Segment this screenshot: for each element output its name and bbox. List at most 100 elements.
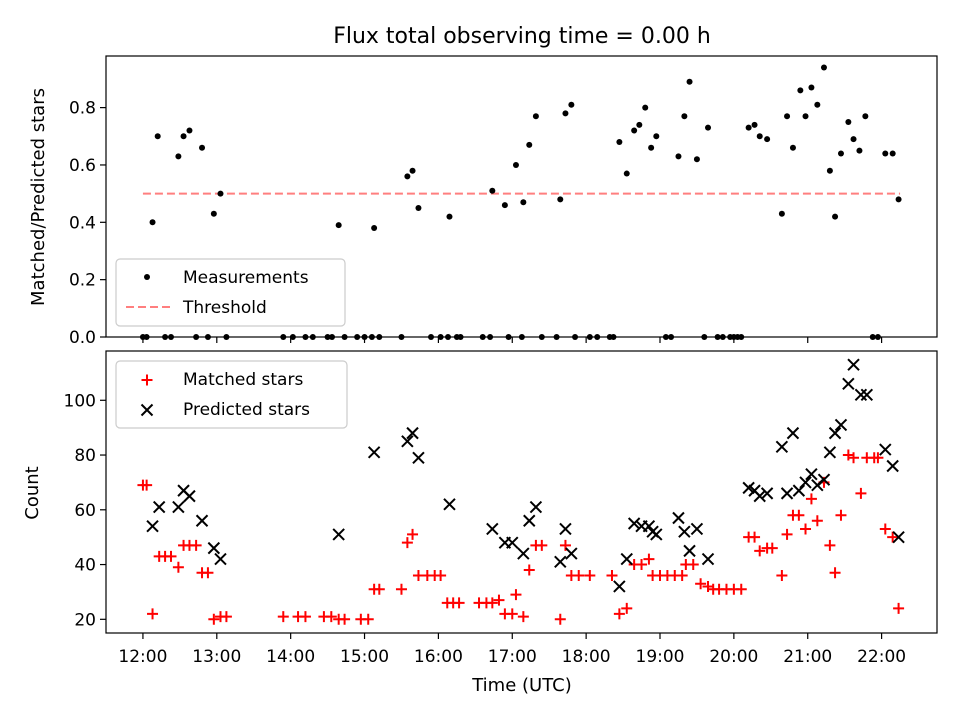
top-y-tick-label: 0.4 [69,213,96,233]
matched-star-point [805,493,817,505]
matched-star-point [165,550,177,562]
measurement-point [719,334,726,340]
legend-threshold-label: Threshold [182,298,267,318]
measurement-point [562,110,569,117]
bottom-y-tick-label: 60 [74,501,96,521]
matched-star-point [536,539,548,551]
measurement-point [820,64,827,71]
bottom-x-tick-label: 22:00 [857,647,906,667]
measurement-point [778,210,785,217]
measurement-point [837,150,844,157]
top-y-axis-label: Matched/Predicted stars [28,88,49,306]
top-legend-box [115,258,346,327]
measurement-point [361,334,368,340]
predicted-star-point [690,522,704,536]
matched-star-point [824,539,836,551]
measurement-point [520,199,527,206]
predicted-star-point [854,388,868,402]
measurement-point [302,334,309,340]
bottom-y-tick-label: 80 [74,446,96,466]
measurement-point [505,334,512,340]
predicted-star-point [817,473,831,486]
predicted-star-point [195,514,209,527]
measurement-point [175,153,182,160]
measurement-point [832,213,839,220]
measurement-point [714,334,721,340]
measurement-point [789,144,796,151]
measurement-point [675,153,682,160]
predicted-star-point [517,547,530,560]
matched-star-point [220,611,232,623]
matched-star-point [325,611,337,623]
predicted-star-point [650,528,663,541]
measurement-point [168,334,175,340]
predicted-star-point [152,500,166,514]
matched-star-point [735,583,747,595]
matched-star-point [362,613,374,625]
matched-star-point [339,613,351,625]
matched-star-point [172,561,184,573]
measurement-point [512,161,519,168]
measurement-point [217,190,224,197]
bottom-x-tick-label: 12:00 [118,647,167,667]
measurement-point [557,196,564,203]
top-y-tick-label: 0.2 [69,271,96,291]
bottom-x-tick-label: 18:00 [562,647,611,667]
matched-star-point [855,487,867,499]
measurement-point [479,334,486,340]
measurement-point [457,334,464,340]
matched-star-point [453,597,465,609]
matched-star-point [202,567,214,579]
measurement-point [594,334,601,340]
matched-star-point [190,539,202,551]
measurement-point [368,334,375,340]
predicted-star-point [613,580,626,593]
measurement-point [324,334,331,340]
measurement-point [193,334,200,340]
bottom-y-tick-label: 40 [74,556,96,576]
predicted-star-point [775,440,789,454]
measurement-point [631,127,638,134]
predicted-star-point [207,541,221,555]
predicted-star-point [554,555,567,569]
bottom-x-tick-label: 15:00 [340,647,389,667]
measurement-point [856,147,863,154]
bottom-legend: Matched stars Predicted stars [115,360,348,429]
predicted-star-point [753,489,766,503]
measurement-point [341,334,348,340]
matched-star-point [872,452,884,464]
measurement-point [143,334,150,340]
measurement-point [610,334,617,340]
measurement-point [808,84,815,91]
top-panel: 0.0 0.2 0.4 0.6 0.8 Measurements Threshold [69,55,938,348]
predicted-star-point [565,547,578,560]
measurement-point [797,87,804,94]
measurement-point [446,213,453,220]
predicted-star-point [828,426,842,440]
matched-star-point [493,594,505,606]
predicted-star-point [780,487,794,500]
predicted-star-point [172,500,185,514]
bottom-panel: 20 40 60 80 100 12:00 13:00 14:00 15:00 16:00 17:0… [64,350,938,667]
measurement-point [553,334,560,340]
predicted-star-point [506,536,519,549]
predicted-star-point [523,514,536,527]
predicted-star-point [860,388,874,402]
measurement-point [662,334,669,340]
measurement-point [869,334,876,340]
bottom-y-tick-label: 100 [64,391,96,411]
measurement-point [154,133,161,140]
matched-star-point [435,570,447,582]
measurement-point [895,196,902,203]
measurement-point [354,334,361,340]
measurement-point [616,139,623,146]
matched-star-point [395,583,407,595]
predicted-star-point [847,358,860,371]
measurement-point [623,170,630,177]
matched-star-point [373,583,385,595]
measurement-point [681,113,688,120]
measurement-point [845,118,852,125]
predicted-star-point [672,511,685,525]
bottom-plot-frame [105,350,938,634]
